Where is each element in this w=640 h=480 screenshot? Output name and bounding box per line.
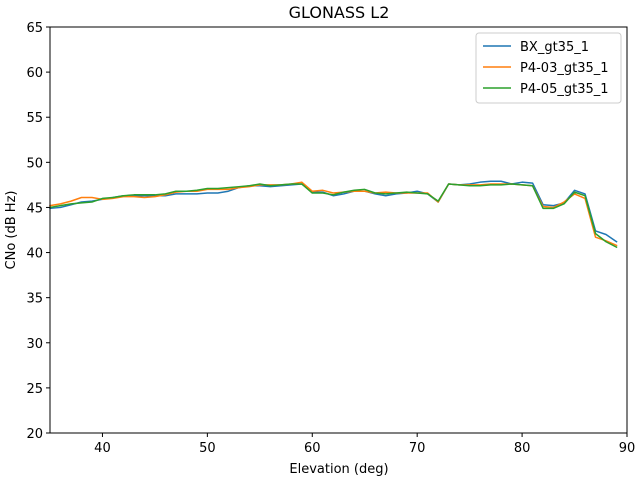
series-line-P4-05_gt35_1 <box>49 183 618 249</box>
y-tick-label: 60 <box>26 66 43 81</box>
x-tick-label: 50 <box>199 441 216 456</box>
y-tick-label: 40 <box>26 247 43 262</box>
legend-label: BX_gt35_1 <box>520 40 589 55</box>
plot-frame <box>49 26 628 434</box>
chart-title: GLONASS L2 <box>289 3 390 22</box>
y-axis: 20 25 30 35 40 45 50 55 60 65 <box>26 21 50 442</box>
y-axis-label: CNo (dB Hz) <box>4 191 19 270</box>
legend-box <box>475 32 622 104</box>
x-tick-label: 40 <box>94 441 111 456</box>
y-tick-label: 55 <box>26 111 43 126</box>
y-tick-label: 30 <box>26 337 43 352</box>
y-tick-label: 35 <box>26 292 43 307</box>
x-tick-label: 80 <box>514 441 531 456</box>
y-tick-label: 45 <box>26 201 43 216</box>
legend-label: P4-05_gt35_1 <box>520 82 609 97</box>
series-line-BX_gt35_1 <box>49 180 618 243</box>
y-tick-label: 20 <box>26 427 43 442</box>
x-tick-label: 70 <box>409 441 426 456</box>
x-axis-label: Elevation (deg) <box>289 462 388 477</box>
y-tick-label: 25 <box>26 382 43 397</box>
y-tick-label: 50 <box>26 156 43 171</box>
series-layer <box>49 180 618 249</box>
legend: BX_gt35_1 P4-03_gt35_1 P4-05_gt35_1 <box>475 32 622 104</box>
y-tick-label: 65 <box>26 21 43 36</box>
x-tick-label: 90 <box>619 441 636 456</box>
legend-label: P4-03_gt35_1 <box>520 61 609 76</box>
x-tick-label: 60 <box>304 441 321 456</box>
x-axis: 40 50 60 70 80 90 <box>94 433 635 456</box>
